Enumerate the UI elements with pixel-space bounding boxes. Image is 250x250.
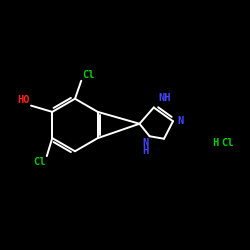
Text: H: H <box>143 146 149 156</box>
Text: Cl: Cl <box>82 70 95 80</box>
Text: Cl: Cl <box>221 138 234 147</box>
Text: N: N <box>178 116 184 126</box>
Text: H: H <box>212 138 218 147</box>
Text: HO: HO <box>17 95 30 105</box>
Text: N: N <box>143 138 149 147</box>
Text: Cl: Cl <box>33 157 46 167</box>
Text: NH: NH <box>158 93 171 103</box>
